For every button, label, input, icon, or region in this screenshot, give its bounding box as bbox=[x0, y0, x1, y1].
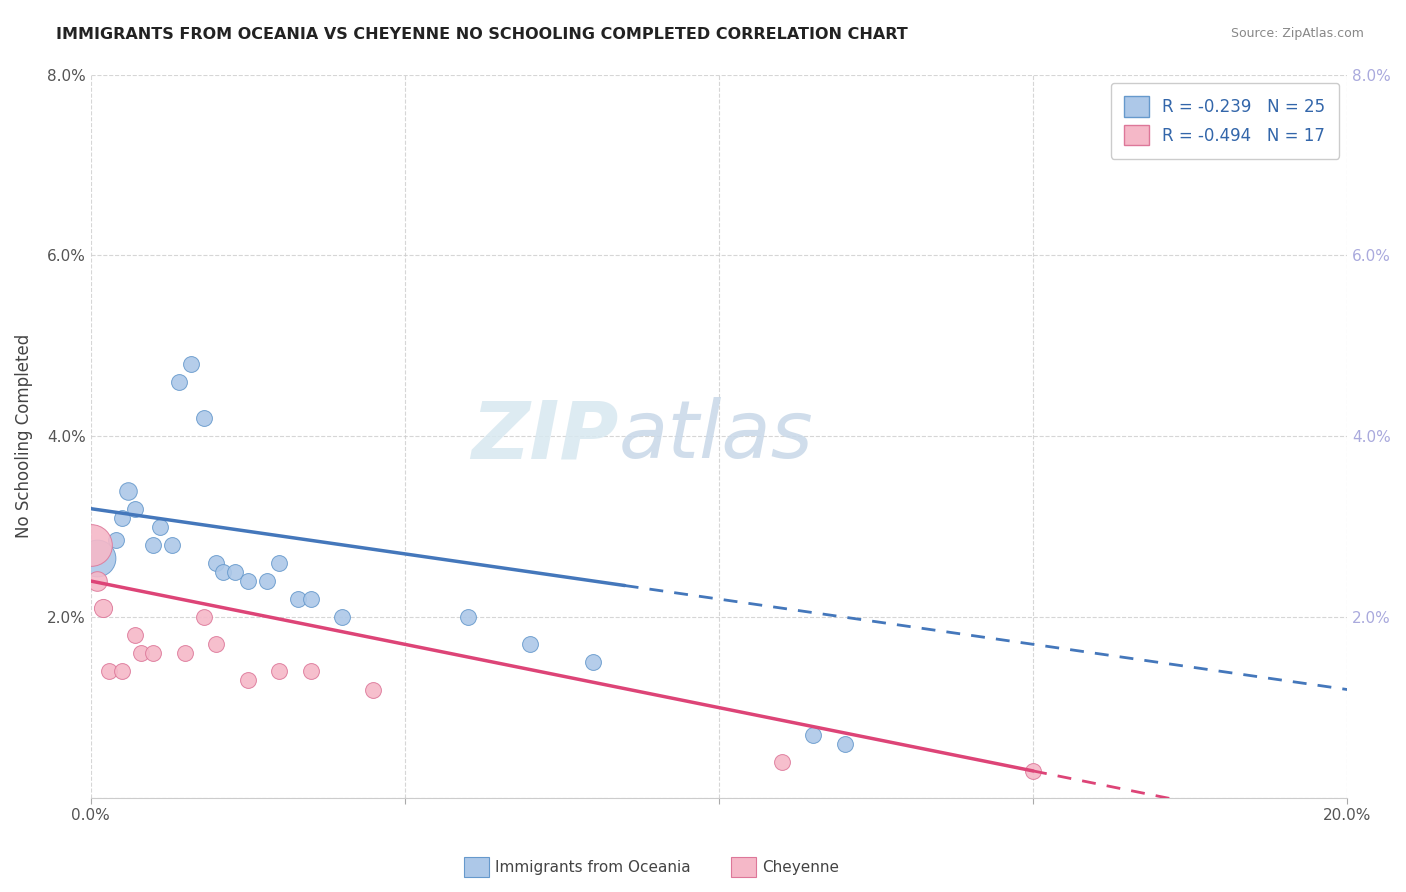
Point bbox=[124, 628, 146, 642]
Point bbox=[111, 510, 134, 524]
Point bbox=[173, 646, 195, 660]
Point bbox=[269, 556, 291, 570]
Point bbox=[124, 501, 146, 516]
Point bbox=[770, 755, 793, 769]
Point bbox=[193, 610, 215, 624]
Point bbox=[162, 538, 184, 552]
Point bbox=[256, 574, 278, 588]
Point bbox=[457, 610, 479, 624]
Text: Source: ZipAtlas.com: Source: ZipAtlas.com bbox=[1230, 27, 1364, 40]
Point bbox=[98, 665, 121, 679]
Point bbox=[834, 737, 856, 751]
Point bbox=[205, 637, 228, 651]
Point bbox=[224, 565, 246, 579]
Point bbox=[167, 375, 190, 389]
Point bbox=[129, 646, 152, 660]
Point bbox=[79, 538, 101, 552]
Point bbox=[193, 411, 215, 425]
Point bbox=[86, 551, 108, 566]
Point bbox=[801, 728, 824, 742]
Point bbox=[299, 665, 322, 679]
Y-axis label: No Schooling Completed: No Schooling Completed bbox=[15, 334, 32, 539]
Point bbox=[236, 574, 259, 588]
Point bbox=[180, 357, 202, 371]
Point bbox=[149, 520, 172, 534]
Text: atlas: atlas bbox=[619, 397, 813, 475]
Point bbox=[582, 656, 605, 670]
Point bbox=[299, 592, 322, 607]
Point bbox=[111, 665, 134, 679]
Point bbox=[519, 637, 541, 651]
Point bbox=[211, 565, 233, 579]
Point bbox=[330, 610, 353, 624]
Point bbox=[142, 646, 165, 660]
Text: ZIP: ZIP bbox=[471, 397, 619, 475]
Point bbox=[287, 592, 309, 607]
Point bbox=[104, 533, 127, 548]
Point bbox=[269, 665, 291, 679]
Point bbox=[86, 574, 108, 588]
Legend: R = -0.239   N = 25, R = -0.494   N = 17: R = -0.239 N = 25, R = -0.494 N = 17 bbox=[1111, 83, 1339, 159]
Text: Cheyenne: Cheyenne bbox=[762, 860, 839, 874]
Point bbox=[142, 538, 165, 552]
Point bbox=[91, 601, 114, 615]
Text: Immigrants from Oceania: Immigrants from Oceania bbox=[495, 860, 690, 874]
Point bbox=[117, 483, 139, 498]
Point bbox=[236, 673, 259, 688]
Point bbox=[205, 556, 228, 570]
Text: IMMIGRANTS FROM OCEANIA VS CHEYENNE NO SCHOOLING COMPLETED CORRELATION CHART: IMMIGRANTS FROM OCEANIA VS CHEYENNE NO S… bbox=[56, 27, 908, 42]
Point bbox=[363, 682, 385, 697]
Point bbox=[1022, 764, 1045, 778]
